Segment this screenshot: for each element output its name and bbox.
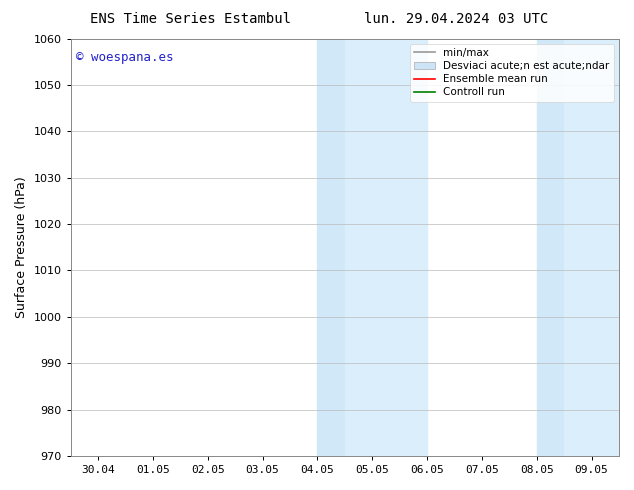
Bar: [345, 39, 427, 456]
Text: lun. 29.04.2024 03 UTC: lun. 29.04.2024 03 UTC: [365, 12, 548, 26]
Bar: [318, 39, 345, 456]
Legend: min/max, Desviaci acute;n est acute;ndar, Ensemble mean run, Controll run: min/max, Desviaci acute;n est acute;ndar…: [410, 44, 614, 101]
Bar: [564, 39, 619, 456]
Text: ENS Time Series Estambul: ENS Time Series Estambul: [89, 12, 291, 26]
Bar: [537, 39, 564, 456]
Y-axis label: Surface Pressure (hPa): Surface Pressure (hPa): [15, 176, 28, 318]
Text: © woespana.es: © woespana.es: [76, 51, 174, 64]
